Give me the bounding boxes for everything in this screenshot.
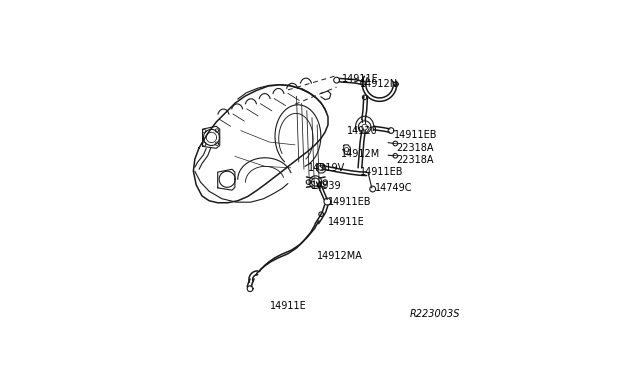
Text: 14920: 14920 (347, 126, 378, 136)
Text: 14912MA: 14912MA (317, 251, 362, 261)
Text: 14911E: 14911E (270, 301, 307, 311)
Text: 14939: 14939 (311, 180, 341, 190)
Text: 14911EB: 14911EB (394, 130, 437, 140)
Text: 14912N: 14912N (360, 79, 398, 89)
Text: 22318A: 22318A (397, 143, 435, 153)
Text: 14749C: 14749C (375, 183, 413, 193)
Text: R223003S: R223003S (409, 309, 460, 319)
Text: 14919V: 14919V (308, 163, 345, 173)
Text: 14911E: 14911E (342, 74, 378, 84)
Text: 14912M: 14912M (341, 149, 380, 159)
Text: 14911EB: 14911EB (328, 197, 371, 207)
Text: 22318A: 22318A (397, 155, 435, 165)
Text: 14911E: 14911E (328, 217, 365, 227)
Text: 14911EB: 14911EB (360, 167, 403, 177)
